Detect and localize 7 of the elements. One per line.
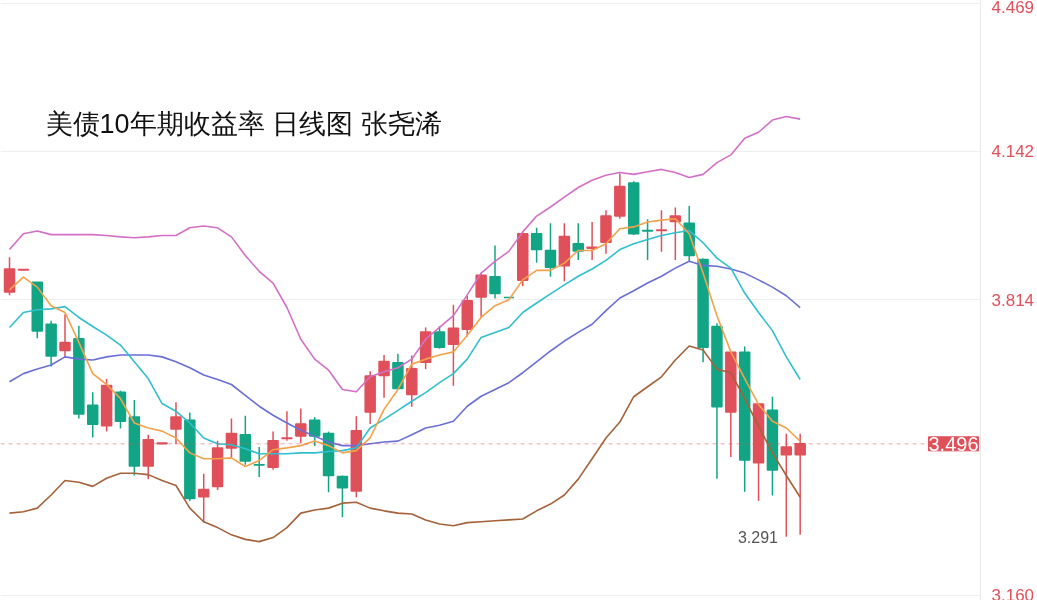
text: 美债10年期收益率 日线图 张尧浠	[45, 108, 442, 139]
y-tick-label: 4.142	[991, 142, 1035, 162]
annotation: 3.291	[737, 528, 779, 546]
y-tick-label: 3.160	[991, 585, 1035, 601]
y-tick-label: 4.469	[991, 0, 1035, 17]
y-tick-label: 3.814	[991, 290, 1035, 310]
ref-line-label: 3.496	[928, 432, 979, 455]
